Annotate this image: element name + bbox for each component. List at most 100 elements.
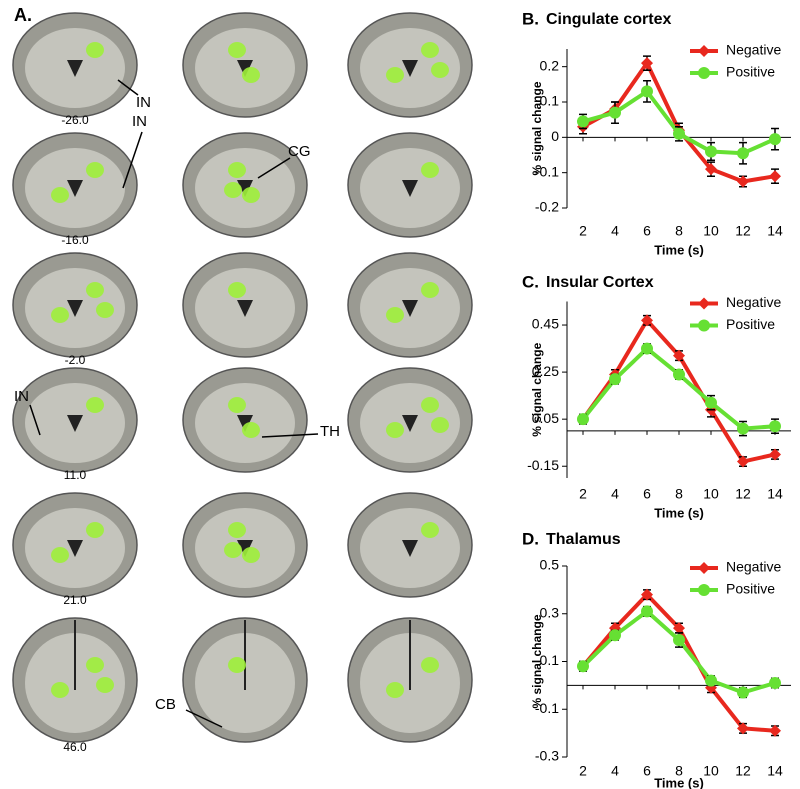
ventricle [402,415,418,432]
activation [86,282,104,298]
panel-label: D. [522,529,539,548]
y-tick-label: -0.15 [527,457,559,473]
slice-coordinate: -16.0 [61,233,89,247]
leader-line [257,157,291,179]
activation [421,162,439,178]
activation [51,307,69,323]
marker [673,368,685,381]
legend-marker [698,584,710,596]
leader-line [117,79,139,96]
annotation: TH [320,423,340,440]
fissure [409,620,411,690]
marker [609,373,621,386]
brain-slices [12,12,473,743]
marker [737,686,749,699]
activation [431,417,449,433]
marker [673,634,685,647]
ventricle [67,300,83,317]
x-tick-label: 2 [579,486,587,502]
activation [421,42,439,58]
activation [228,657,246,673]
activation [386,422,404,438]
y-tick-label: 0.05 [532,410,559,426]
activation [224,542,242,558]
ventricle [402,540,418,557]
legend-label: Positive [726,64,775,80]
annotation: IN [14,388,29,405]
slice-coordinate: 46.0 [63,740,87,754]
legend-label: Negative [726,559,781,575]
slice-coordinate: 21.0 [63,593,87,607]
x-tick-label: 2 [579,763,587,779]
x-tick-label: 14 [767,223,783,239]
chart-title: Cingulate cortex [546,11,671,28]
legend-marker [698,319,710,332]
activation [421,397,439,413]
activation [51,187,69,203]
x-axis-label: Time (s) [654,242,704,257]
marker [641,57,653,70]
slice-coordinate: -26.0 [61,113,89,127]
ventricle [402,300,418,317]
x-tick-label: 12 [735,763,751,779]
chart-title: Insular Cortex [546,274,654,291]
ventricle [67,540,83,557]
series-line [582,88,776,156]
activation [242,547,260,563]
activation [228,397,246,413]
marker [577,413,589,426]
activation [224,182,242,198]
chart-title: Thalamus [546,531,621,548]
marker [577,660,589,673]
activation [96,677,114,693]
y-axis-label: % signal change [530,81,544,175]
legend-marker [698,45,710,57]
ventricle [237,300,253,317]
y-tick-label: -0.3 [535,748,559,764]
x-tick-label: 10 [703,223,719,239]
activation [386,682,404,698]
y-tick-label: 0.25 [532,363,559,379]
marker [641,605,653,618]
y-tick-label: 0.3 [540,604,560,620]
ventricle [67,60,83,77]
marker [769,448,781,461]
fissure [74,620,76,690]
annotation: IN [136,94,151,111]
leader-line [261,433,319,438]
x-tick-label: 2 [579,223,587,239]
ventricle [402,180,418,197]
annotations: IN IN CG IN TH CB [14,79,340,728]
annotation: CB [155,696,176,713]
marker [737,455,749,468]
marker [673,622,685,635]
x-tick-label: 6 [643,223,651,239]
x-tick-label: 12 [735,223,751,239]
y-tick-label: 0.2 [540,57,560,73]
marker [737,175,749,188]
activation [51,547,69,563]
marker [609,106,621,119]
y-tick-label: 0.5 [540,557,560,573]
annotation: CG [288,143,311,160]
activation [228,42,246,58]
marker [769,170,781,183]
activation [51,682,69,698]
y-tick-label: 0.45 [532,316,559,332]
y-tick-label: 0.1 [540,93,560,109]
activation [421,522,439,538]
x-tick-label: 4 [611,486,619,502]
activation [386,67,404,83]
marker [577,115,589,128]
activation [86,397,104,413]
ventricle [237,540,253,557]
x-axis-label: Time (s) [654,505,704,520]
activation [421,282,439,298]
leader-line [185,709,223,728]
x-tick-label: 6 [643,763,651,779]
legend-label: Positive [726,316,775,332]
legend-marker [698,297,710,310]
marker [769,724,781,737]
marker [673,127,685,140]
